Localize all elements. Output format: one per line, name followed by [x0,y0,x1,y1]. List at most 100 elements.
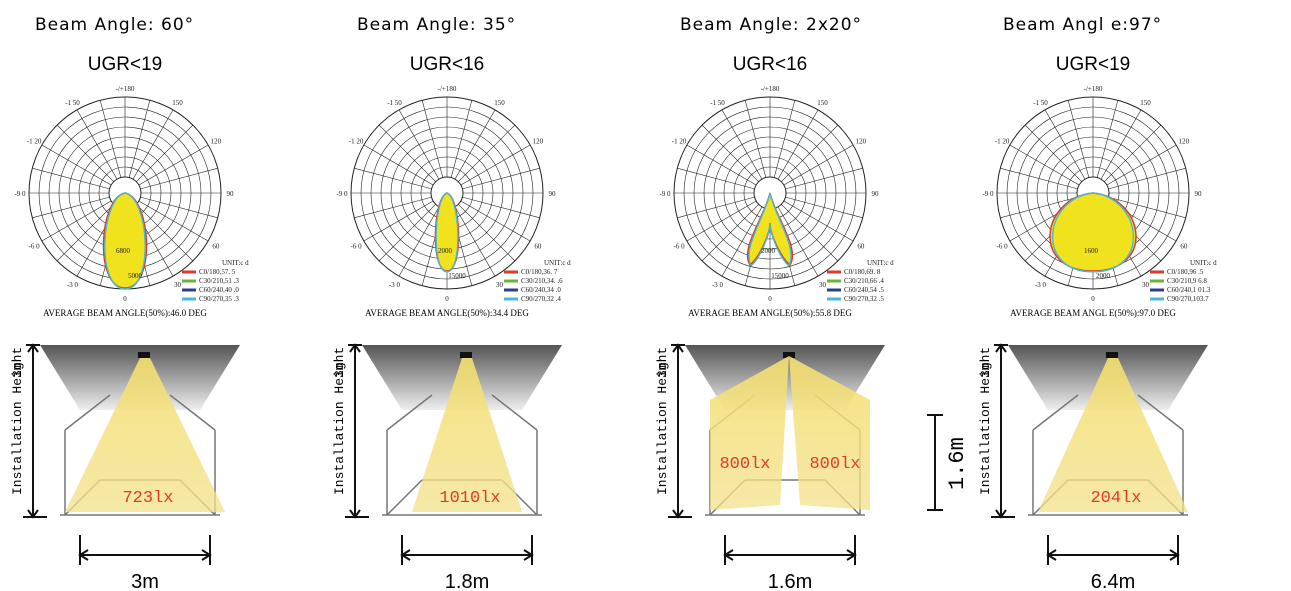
legend-entry: C30/210,9 6.8 [1167,277,1207,285]
polar-angle-label: 0 [123,295,127,303]
radial-label: 2000 [761,247,776,255]
polar-spoke [1067,100,1090,178]
polar-angle-label: 60 [212,243,220,251]
polar-angle-label: -1 20 [349,138,364,146]
polar-angle-label: 120 [211,138,222,146]
polar-spoke [354,196,432,219]
polar-angle-label: 30 [1142,281,1150,289]
height-dimension [991,343,1015,519]
legend-entry: C0/180,69. 8 [844,268,881,276]
luminaire [1106,352,1118,358]
polar-angle-label: -/+180 [116,85,135,93]
polar-angle-label: -1 20 [672,138,687,146]
polar-angle-label: -9 0 [659,190,671,198]
panel: Beam Angle: 35° UGR<16 -/+180 150 120 90 60 30 0… [332,15,571,591]
average-beam-angle: AVERAGE BEAM ANGLE(50%):34.4 DEG [365,308,529,318]
polar-angle-label: -9 0 [336,190,348,198]
average-beam-angle: AVERAGE BEAM ANGLE(50%):55.8 DEG [688,308,852,318]
shelf-dimension [927,414,943,511]
polar-spoke [777,109,819,180]
legend-entry: C90/270,32 .5 [844,295,884,303]
legend-entry: C90/270,32 .4 [521,295,561,303]
polar-spoke [41,144,112,186]
polar-spoke [1024,124,1082,182]
polar-spoke [686,144,757,186]
legend-entry: C30/210,66 .4 [844,277,884,285]
legend-entry: C30/210,51 .3 [199,277,239,285]
polar-spoke [462,196,540,219]
beam-lobe [1049,192,1137,272]
polar-spoke [136,204,194,262]
polar-spoke [136,124,194,182]
polar-angle-label: 30 [819,281,827,289]
polar-spoke [450,100,473,178]
height-label: Installation Height [10,347,25,495]
legend-entry: C60/240,54 .5 [844,286,884,294]
polar-angle-label: 30 [496,281,504,289]
polar-spoke [677,196,755,219]
panel-title: Beam Angle: 2x20° [680,15,862,35]
height-dimension [668,343,692,519]
polar-angle-label: -1 20 [27,138,42,146]
legend-entry: C60/240,34 .0 [521,286,561,294]
polar-spoke [363,144,434,186]
polar-spoke [677,167,755,190]
polar-spoke [1104,124,1162,182]
beam-lobe-outline [435,192,459,273]
polar-spoke [744,100,767,178]
width-dimension [1046,535,1180,565]
polar-spoke [785,167,863,190]
polar-angle-label: -/+180 [438,85,457,93]
polar-spoke [1000,196,1078,219]
polar-spoke [785,196,863,219]
polar-spoke [32,196,110,219]
panel: Beam Angl e:97° UGR<19 -/+180 150 120 90 60 30 0… [978,15,1217,591]
radial-label: 2000 [1096,272,1111,280]
panel: Beam Angle: 60° UGR<19 -/+180 150 120 90 60 30 0… [10,15,249,591]
polar-angle-label: -9 0 [14,190,26,198]
polar-spoke [1108,167,1186,190]
legend-entry: C90/270,103.7 [1167,295,1209,303]
polar-spoke [378,124,436,182]
polar-spoke [460,144,531,186]
legend-entry: C90/270,35 .3 [199,295,239,303]
legend-entry: C30/210,34. .6 [521,277,563,285]
panel-title: Beam Angle: 60° [35,15,194,35]
polar-spoke [128,100,151,178]
illuminance-label: 800lx [809,455,860,474]
polar-spoke [777,206,819,277]
polar-spoke [701,124,759,182]
height-label: Installation Height [655,347,670,495]
legend-unit: UNIT:c d [1190,259,1217,267]
polar-angle-label: 120 [533,138,544,146]
polar-angle-label: -/+180 [761,85,780,93]
polar-angle-label: 90 [227,190,235,198]
polar-angle-label: 0 [1091,295,1095,303]
polar-angle-label: -3 0 [712,281,724,289]
height-label: Installation Height [332,347,347,495]
polar-spoke [378,204,436,262]
polar-spoke [1108,196,1186,219]
polar-spoke [138,144,209,186]
polar-spoke [1009,144,1080,186]
legend-entry: C0/180,57. 5 [199,268,236,276]
polar-spoke [1106,144,1177,186]
polar-angle-label: 60 [534,243,542,251]
ugr: UGR<16 [733,54,807,75]
beam-lobe [746,192,794,267]
polar-spoke [1044,109,1086,180]
height-value: 3m [10,362,25,378]
polar-spoke [32,167,110,190]
width-value: 3m [131,571,159,591]
polar-spoke [783,144,854,186]
polar-spoke [460,200,531,242]
width-dimension [400,535,534,565]
width-value: 6.4m [1091,571,1135,591]
polar-angle-label: -3 0 [1035,281,1047,289]
legend-entry: C0/180,96 .5 [1167,268,1204,276]
polar-angle-label: 30 [174,281,182,289]
polar-spoke [781,204,839,262]
polar-spoke [458,204,516,262]
polar-spoke [781,124,839,182]
height-value: 3m [655,362,670,378]
